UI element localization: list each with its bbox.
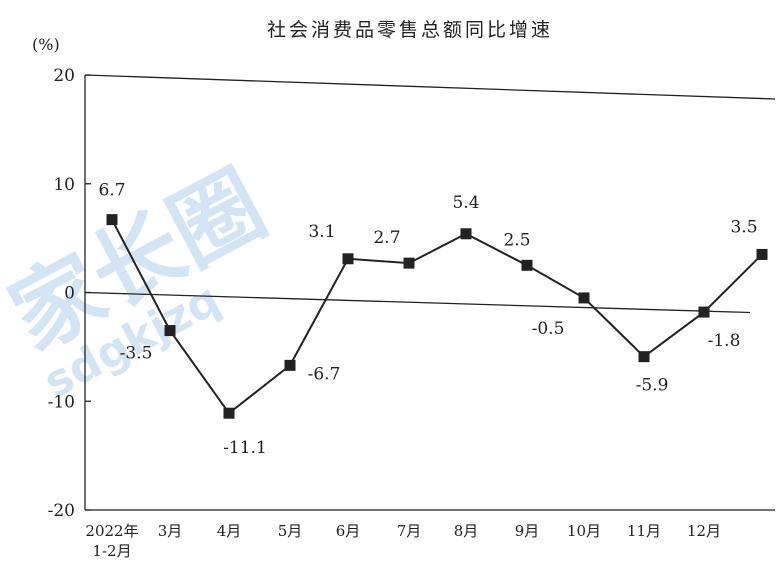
data-label: 2.5 [503, 230, 530, 250]
data-point [284, 359, 296, 371]
data-label: -3.5 [120, 344, 153, 364]
y-tick-labels: 20 10 0 -10 -20 [48, 66, 91, 521]
data-point [638, 351, 650, 363]
data-point [106, 214, 118, 226]
data-label: 5.4 [452, 193, 479, 213]
data-point [223, 407, 235, 419]
data-point [521, 259, 533, 271]
x-tick-label: 10月 [567, 522, 601, 540]
data-label: 3.1 [308, 222, 335, 242]
data-point [698, 306, 710, 318]
data-point [578, 292, 590, 304]
y-tick-label: 0 [64, 284, 75, 304]
x-tick-label: 8月 [454, 522, 479, 540]
y-tick-label: -20 [48, 501, 75, 521]
data-point [756, 248, 768, 260]
data-label: -0.5 [532, 319, 565, 339]
data-label: -5.9 [636, 376, 669, 396]
data-point [164, 325, 176, 337]
x-tick-label: 11月 [627, 522, 661, 540]
data-label: -11.1 [223, 438, 267, 458]
x-tick-label: 2022年 1-2月 [85, 522, 138, 560]
y-axis-label: (%) [32, 35, 60, 54]
data-point [460, 228, 472, 240]
plot-area: 6.7 -3.5 -11.1 -6.7 3.1 2.7 5.4 2.5 -0.5 -5.9 -1.8… [98, 181, 768, 458]
data-label: -1.8 [708, 331, 741, 351]
data-label: 6.7 [98, 181, 125, 201]
top-border-line [84, 74, 776, 100]
y-tick-label: 20 [53, 66, 75, 86]
x-tick-label: 9月 [515, 522, 540, 540]
x-tick-label: 12月 [687, 522, 721, 540]
x-tick-label: 5月 [278, 522, 303, 540]
x-tick-label: 3月 [158, 522, 183, 540]
x-tick-label: 7月 [397, 522, 422, 540]
zero-line [84, 291, 751, 314]
data-point [342, 253, 354, 265]
x-tick-label: 4月 [217, 522, 242, 540]
data-label: 2.7 [373, 228, 400, 248]
data-label: 3.5 [730, 217, 757, 237]
data-point [403, 257, 415, 269]
watermark: 家长圈 sdgkjzq [0, 152, 282, 409]
x-tick-labels: 2022年 1-2月 3月 4月 5月 6月 7月 8月 9月 10月 11月 12月 [85, 522, 721, 560]
y-tick-label: 10 [53, 175, 75, 195]
x-tick-label: 6月 [336, 522, 361, 540]
chart-title: 社会消费品零售总额同比增速 [267, 19, 553, 41]
series-line [111, 219, 763, 415]
data-label: -6.7 [308, 364, 341, 384]
y-tick-label: -10 [48, 392, 75, 412]
